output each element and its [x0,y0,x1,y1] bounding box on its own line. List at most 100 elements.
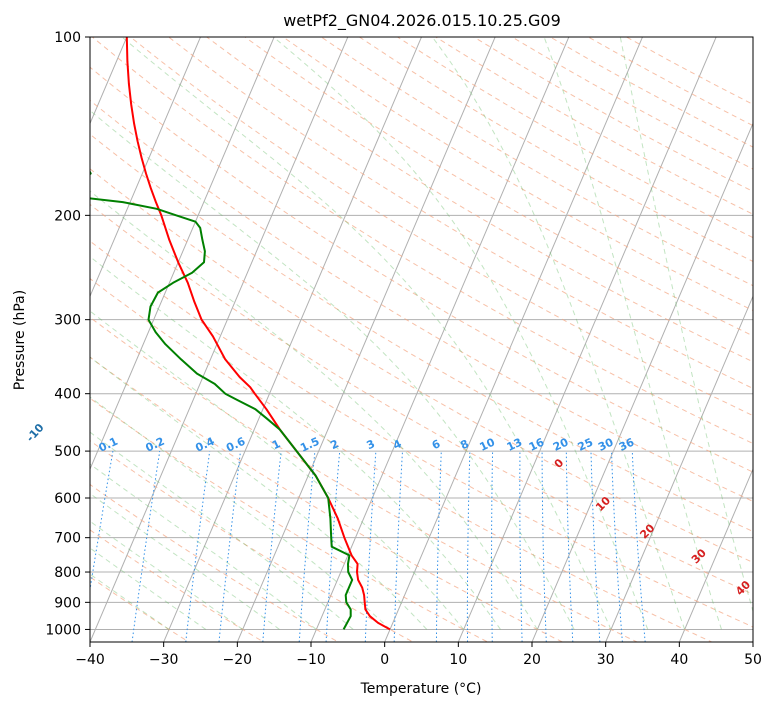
series-layer [90,37,391,631]
moist-adiabat-line [90,396,391,630]
mixing-ratio-label: 0.4 [193,435,216,455]
isotherm-line [310,37,570,642]
reference-lines-layer [90,37,753,642]
isotherm-line [163,37,423,642]
x-tick-label: 50 [744,652,762,668]
dry-adiabat-line [90,133,753,533]
dry-adiabat-line [587,37,753,127]
isotherm-line [457,37,717,642]
dry-adiabat-line [90,529,265,642]
isotherm-line [90,37,349,642]
dry-adiabat-line [129,37,753,417]
mixing-ratio-label: 0.1 [97,435,120,455]
moist-adiabat-label: 10 [593,494,613,514]
mixing-ratio-line [590,451,601,642]
moist-adiabat-line [90,431,354,630]
chart-title: wetPf2_GN04.2026.015.10.25.G09 [283,11,561,31]
plot-frame [89,36,754,643]
mixing-ratio-line [90,451,114,593]
isotherm-line [531,122,753,642]
isotherm-line [236,37,496,642]
x-tick-label: −20 [223,652,253,668]
mixing-ratio-label: 16 [527,435,547,453]
axes-layer: −40 −30 −20 −10 0 10 20 30 40 5010009008007006005… [45,30,762,668]
moist-adiabat-label: 30 [689,546,709,566]
moist-adiabat-label: 40 [733,578,753,598]
x-tick-label: 10 [449,652,467,668]
x-tick-label: 30 [597,652,615,668]
isotherm-line [605,295,753,642]
isotherm-line [0,10,65,654]
y-tick-label: 500 [54,444,81,460]
mixing-ratio-label: 36 [617,435,637,453]
mixing-ratio-label: 30 [596,435,616,453]
dry-adiabat-line [472,37,753,192]
dry-adiabat-line [90,397,489,642]
y-tick-label: 700 [54,531,81,547]
dry-adiabat-line [396,37,753,239]
isotherm-line [90,37,128,125]
mixing-ratio-label: 20 [551,435,571,453]
isotherm-line [90,37,202,298]
dry-adiabat-line [91,37,753,445]
x-axis-title: Temperature (°C) [360,681,482,697]
y-axis-title: Pressure (hPa) [12,290,28,390]
mixing-ratio-line [611,451,623,642]
moist-adiabat-line [90,109,575,630]
x-tick-label: 40 [670,652,688,668]
mixing-ratio-line [131,451,161,642]
dry-adiabat-line [90,240,753,628]
mixing-ratio-label: 2 [328,437,340,452]
mixing-ratio-line [466,451,471,642]
dry-adiabat-line [90,576,190,642]
y-tick-label: 1000 [45,622,81,638]
y-tick-label: 200 [54,208,81,224]
x-tick-label: −30 [149,652,179,668]
mixing-ratio-label: 0.6 [224,435,247,455]
dry-adiabat-line [90,99,753,502]
moist-adiabat-line [543,37,722,630]
mixing-ratio-line [631,451,646,642]
isotherm-line [90,37,275,471]
dry-adiabat-line [90,203,753,595]
moist-adiabat-label: 20 [637,521,657,541]
mixing-ratio-label: 1 [270,437,282,452]
dry-adiabat-line [167,37,753,389]
x-tick-label: −10 [296,652,326,668]
isotherm-line [752,640,753,642]
isotherm-line [384,37,644,642]
y-tick-label: 800 [54,565,81,581]
dry-adiabat-line [511,37,753,170]
moist-adiabat-line [90,256,501,630]
moist-adiabat-line [431,37,686,630]
mixing-ratio-label: 0.2 [143,435,166,455]
mixing-ratio-line [393,451,403,642]
mixing-ratio-line [491,451,494,642]
moist-adiabat-line [90,520,243,630]
dry-adiabat-line [90,356,564,642]
moist-adiabat-line [90,547,207,630]
moist-adiabat-line [90,573,170,630]
mixing-ratio-label: 13 [505,436,524,454]
dry-adiabat-line [434,37,753,215]
mixing-ratio-label: 3 [365,437,377,452]
moist-adiabat-line [90,190,538,630]
moist-adiabat-line [121,37,612,630]
dry-adiabat-line [90,483,340,642]
y-tick-label: 900 [54,595,81,611]
dry-adiabat-line [90,66,753,473]
mixing-ratio-line [218,451,241,642]
moist-adiabat-line [90,463,317,630]
moist-adiabat-line [90,356,428,630]
mixing-ratio-label: 10 [478,435,498,453]
y-tick-label: 300 [54,313,81,329]
dry-adiabat-line [90,440,414,642]
grid-layer [0,10,753,654]
dry-adiabat-line [244,37,753,337]
mixing-ratio-line [435,451,442,642]
moist-adiabat-label: 0 [552,456,567,471]
isotherm-line [678,467,753,642]
y-tick-label: 100 [54,30,81,46]
line-labels-layer: -100-90-80-70-60-50-40-30-20-100.10.20.4… [24,421,754,598]
